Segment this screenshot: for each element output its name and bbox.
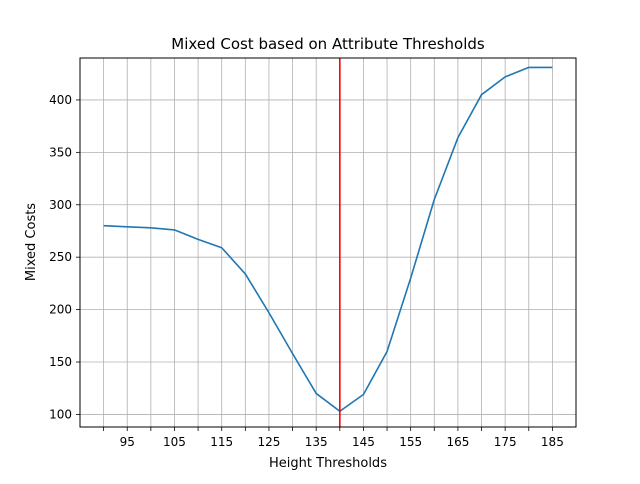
x-tick-label: 125 bbox=[257, 435, 280, 449]
x-tick-label: 95 bbox=[120, 435, 135, 449]
x-tick-label: 145 bbox=[352, 435, 375, 449]
y-tick-label: 150 bbox=[49, 355, 72, 369]
x-tick-label: 165 bbox=[446, 435, 469, 449]
y-tick-label: 100 bbox=[49, 407, 72, 421]
y-tick-label: 350 bbox=[49, 145, 72, 159]
x-tick-label: 155 bbox=[399, 435, 422, 449]
x-tick-label: 115 bbox=[210, 435, 233, 449]
chart-title: Mixed Cost based on Attribute Thresholds bbox=[171, 35, 485, 53]
y-tick-label: 300 bbox=[49, 198, 72, 212]
y-tick-label: 250 bbox=[49, 250, 72, 264]
x-tick-label: 185 bbox=[541, 435, 564, 449]
x-tick-label: 105 bbox=[163, 435, 186, 449]
y-axis-label: Mixed Costs bbox=[24, 203, 39, 281]
y-tick-label: 200 bbox=[49, 303, 72, 317]
x-tick-label: 135 bbox=[305, 435, 328, 449]
x-axis-label: Height Thresholds bbox=[269, 456, 387, 471]
y-tick-label: 400 bbox=[49, 93, 72, 107]
x-tick-label: 175 bbox=[494, 435, 517, 449]
